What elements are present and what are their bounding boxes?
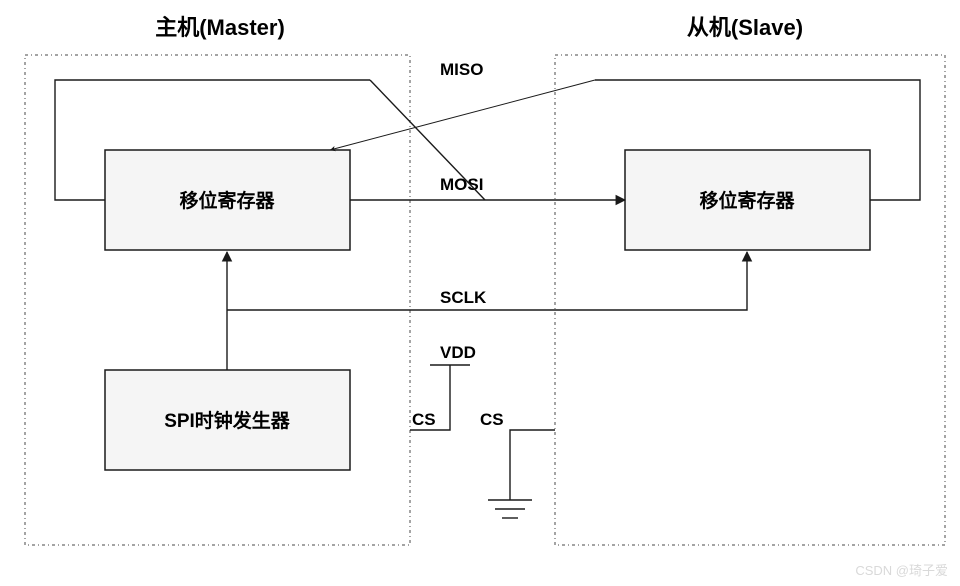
spi-clock-generator-label: SPI时钟发生器 (164, 409, 291, 432)
slave-shift-register-label: 移位寄存器 (699, 189, 795, 212)
watermark: CSDN @琦子爱 (855, 563, 948, 578)
sclk-label: SCLK (440, 288, 487, 307)
sclk-to-slave (227, 252, 747, 310)
slave-title: 从机(Slave) (687, 15, 803, 40)
master-title: 主机(Master) (155, 15, 285, 40)
miso-label: MISO (440, 60, 483, 79)
cs-slave-wire (510, 430, 555, 500)
vdd-label: VDD (440, 343, 476, 362)
cs-master-label: CS (412, 410, 436, 429)
spi-diagram: 主机(Master) 从机(Slave) 移位寄存器 SPI时钟发生器 移位寄存… (0, 0, 960, 586)
cs-slave-label: CS (480, 410, 504, 429)
master-cross-to-mosi (370, 80, 485, 200)
master-group (25, 55, 410, 545)
master-shift-register-label: 移位寄存器 (179, 189, 275, 212)
slave-group (555, 55, 945, 545)
